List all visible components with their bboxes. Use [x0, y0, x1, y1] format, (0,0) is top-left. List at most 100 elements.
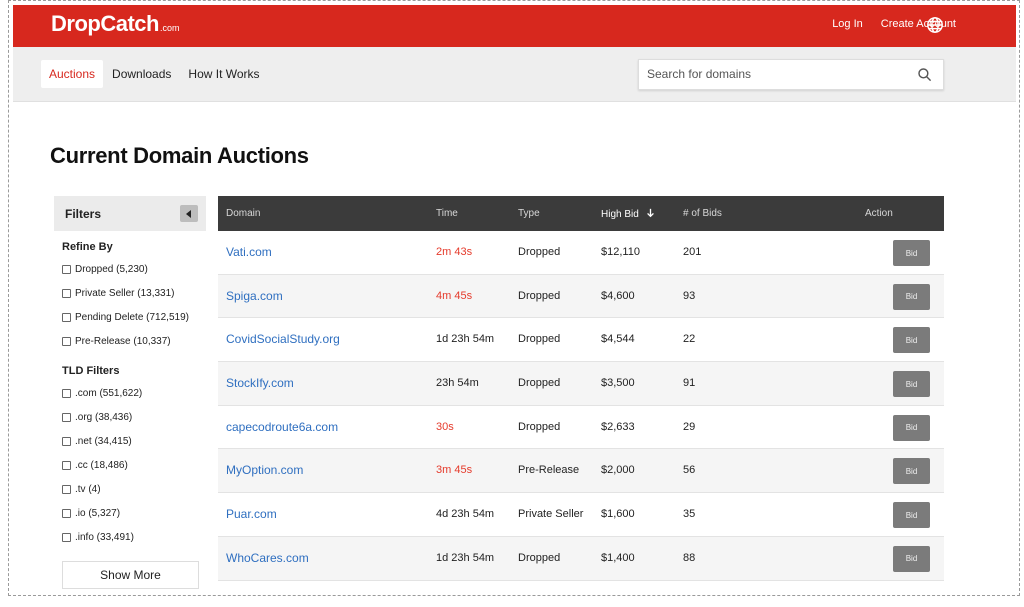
checkbox[interactable] — [62, 460, 71, 470]
high-bid: $1,600 — [601, 508, 635, 521]
column-time[interactable]: Time — [436, 208, 458, 219]
high-bid: $12,110 — [601, 246, 640, 258]
time-remaining: 4m 45s — [436, 289, 473, 302]
show-more-button[interactable]: Show More — [62, 561, 199, 589]
bid-button[interactable]: Bid — [893, 283, 930, 310]
checkbox[interactable] — [62, 484, 71, 494]
time-remaining: 30s — [436, 420, 454, 433]
bid-button[interactable]: Bid — [893, 371, 930, 398]
checkbox[interactable] — [62, 264, 71, 274]
time-remaining: 1d 23h 54m — [436, 333, 495, 346]
checkbox[interactable] — [62, 532, 71, 542]
bid-button[interactable]: Bid — [893, 327, 930, 354]
auction-type: Dropped — [518, 333, 561, 346]
filter-label: .org (38,436) — [75, 411, 133, 423]
high-bid: $2,000 — [601, 464, 635, 477]
time-remaining: 2m 43s — [436, 246, 473, 258]
checkbox[interactable] — [62, 412, 71, 422]
bid-count: 93 — [683, 289, 696, 302]
bid-button[interactable]: Bid — [893, 414, 930, 441]
refine-filter-item[interactable]: Dropped (5,230) — [62, 257, 206, 281]
time-remaining: 23h 54m — [436, 377, 479, 390]
bid-button[interactable]: Bid — [893, 458, 930, 485]
bid-button[interactable]: Bid — [893, 545, 930, 572]
high-bid: $4,600 — [601, 289, 635, 302]
filter-label: Pre-Release (10,337) — [75, 335, 171, 347]
table-row: Vati.com 2m 43s Dropped $12,110 201 Bid — [218, 231, 944, 275]
bid-count: 88 — [683, 551, 696, 564]
domain-link[interactable]: StockIfy.com — [226, 376, 294, 391]
page-title: Current Domain Auctions — [50, 143, 309, 168]
checkbox[interactable] — [62, 336, 71, 346]
auction-type: Dropped — [518, 420, 561, 433]
filters-header: Filters — [54, 196, 206, 231]
auction-type: Dropped — [518, 377, 561, 390]
auction-type: Private Seller — [518, 508, 584, 521]
search-input[interactable] — [647, 67, 907, 81]
sort-down-icon — [646, 208, 654, 218]
checkbox[interactable] — [62, 288, 71, 298]
checkbox[interactable] — [62, 312, 71, 322]
domain-link[interactable]: CovidSocialStudy.org — [226, 332, 340, 347]
column-action: Action — [865, 208, 893, 219]
tld-filter-item[interactable]: .io (5,327) — [62, 501, 206, 525]
table-row: WhoCares.com 1d 23h 54m Dropped $1,400 88 Bid — [218, 536, 944, 581]
bid-count: 91 — [683, 377, 696, 390]
domain-link[interactable]: Vati.com — [226, 245, 272, 259]
time-remaining: 1d 23h 54m — [436, 551, 495, 564]
auction-type: Dropped — [518, 551, 561, 564]
nav-tab-downloads[interactable]: Downloads — [112, 67, 172, 81]
create-account-link[interactable]: Create Account — [880, 18, 956, 30]
tld-filter-item[interactable]: .cc (18,486) — [62, 453, 206, 477]
main-nav: Auctions Downloads How It Works — [13, 47, 1016, 102]
high-bid: $1,400 — [601, 551, 635, 564]
auction-type: Dropped — [518, 289, 561, 302]
tld-filter-item[interactable]: .net (34,415) — [62, 429, 206, 453]
nav-tab-auctions[interactable]: Auctions — [41, 60, 104, 88]
auction-type: Dropped — [518, 246, 561, 258]
globe-icon[interactable] — [926, 16, 944, 34]
bid-button[interactable]: Bid — [893, 502, 930, 529]
top-header-bar: DropCatch.com Log In Create Account — [13, 5, 1016, 47]
table-row: MyOption.com 3m 45s Pre-Release $2,000 56 Bid — [218, 449, 944, 494]
nav-tab-how-it-works[interactable]: How It Works — [188, 67, 260, 81]
table-row: Puar.com 4d 23h 54m Private Seller $1,600 35… — [218, 493, 944, 537]
refine-filter-item[interactable]: Pending Delete (712,519) — [62, 305, 206, 329]
table-row: capecodroute6a.com 30s Dropped $2,633 29 Bid — [218, 406, 944, 450]
refine-filter-item[interactable]: Private Seller (13,331) — [62, 281, 206, 305]
column-type[interactable]: Type — [518, 208, 540, 219]
tld-filter-item[interactable]: .tv (4) — [62, 477, 206, 501]
domain-link[interactable]: WhoCares.com — [226, 550, 309, 565]
table-header: Domain Time Type High Bid # of Bids Acti… — [218, 196, 944, 231]
checkbox[interactable] — [62, 436, 71, 446]
column-domain[interactable]: Domain — [226, 208, 261, 219]
domain-link[interactable]: Spiga.com — [226, 288, 283, 303]
dropcatch-logo[interactable]: DropCatch.com — [51, 11, 180, 36]
filter-label: .com (551,622) — [75, 387, 143, 399]
checkbox[interactable] — [62, 508, 71, 518]
tld-filter-item[interactable]: .org (38,436) — [62, 405, 206, 429]
filter-label: .net (34,415) — [75, 435, 132, 447]
time-remaining: 4d 23h 54m — [436, 508, 495, 521]
tld-filters-title: TLD Filters — [62, 365, 120, 377]
checkbox[interactable] — [62, 388, 71, 398]
tld-filter-item[interactable]: .com (551,622) — [62, 381, 206, 405]
domain-link[interactable]: capecodroute6a.com — [226, 419, 339, 434]
domain-link[interactable]: Puar.com — [226, 507, 277, 522]
table-row: CovidSocialStudy.org 1d 23h 54m Dropped $4,… — [218, 318, 944, 363]
browser-viewport: DropCatch.com Log In Create Account Auct… — [8, 0, 1020, 596]
search-icon[interactable] — [917, 67, 933, 83]
tld-filter-item[interactable]: .info (33,491) — [62, 525, 206, 549]
login-link[interactable]: Log In — [832, 18, 863, 30]
filters-panel: Filters Refine By Dropped (5,230) Private… — [54, 196, 206, 595]
refine-filter-item[interactable]: Pre-Release (10,337) — [62, 329, 206, 353]
collapse-filters-button[interactable] — [180, 205, 198, 222]
column-bids[interactable]: # of Bids — [683, 208, 722, 219]
bid-count: 29 — [683, 420, 696, 433]
table-row: StockIfy.com 23h 54m Dropped $3,500 91 Bid — [218, 362, 944, 406]
time-remaining: 3m 45s — [436, 464, 473, 477]
bid-count: 201 — [683, 246, 702, 258]
bid-button[interactable]: Bid — [893, 240, 930, 266]
column-high-bid[interactable]: High Bid — [601, 208, 655, 220]
domain-link[interactable]: MyOption.com — [226, 463, 304, 478]
